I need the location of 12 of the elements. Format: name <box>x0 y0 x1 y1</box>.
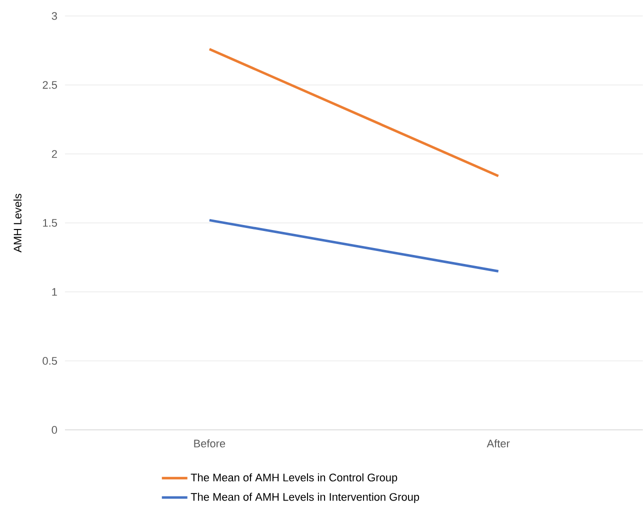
y-tick-label: 1.5 <box>43 219 57 227</box>
x-tick-label: Before <box>194 439 226 448</box>
x-tick-label: After <box>486 439 510 448</box>
y-tick-label: 2 <box>52 150 57 158</box>
y-axis-title: AMH Levels <box>13 194 22 253</box>
y-tick-label: 3 <box>52 12 57 20</box>
y-tick-label: 1 <box>52 288 57 296</box>
y-tick-label: 0.5 <box>42 357 57 365</box>
legend-label: The Mean of AMH Levels in Intervention Group <box>190 492 420 504</box>
legend-label: The Mean of AMH Levels in Control Group <box>190 473 398 484</box>
y-tick-label: 0 <box>52 426 58 434</box>
y-tick-label: 2.5 <box>42 81 57 89</box>
